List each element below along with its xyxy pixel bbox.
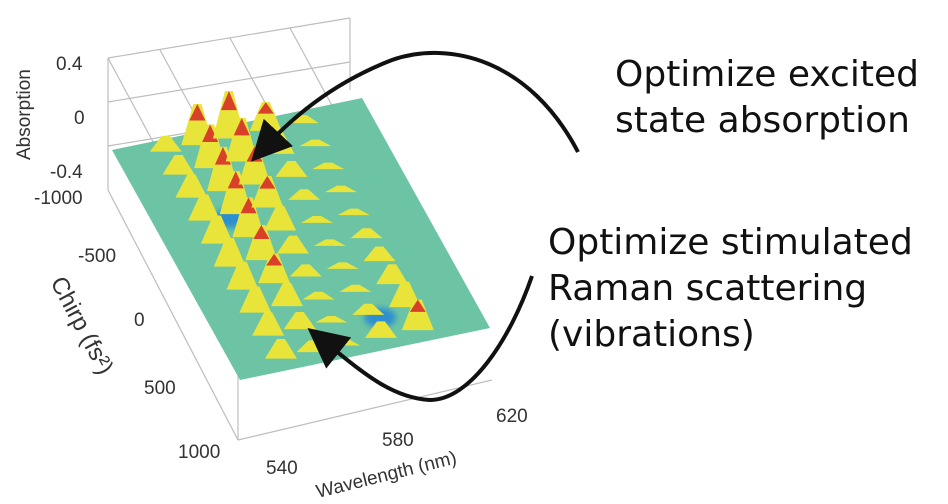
ridge-segment	[289, 264, 322, 277]
ridge-segment	[188, 194, 221, 221]
x-axis-label: Wavelength (nm)	[314, 448, 459, 503]
ridge-segment	[337, 208, 370, 216]
ridge-segment	[326, 262, 359, 269]
ridge-segment	[300, 216, 333, 223]
ridge-segment	[401, 299, 434, 331]
x-tick-label: 540	[266, 458, 298, 479]
y-axis-label: Chirp (fs²)	[45, 272, 119, 379]
ridge-segment	[283, 311, 316, 330]
ridge-segment	[252, 312, 285, 336]
ridge-segment	[352, 303, 385, 315]
ridge-segment	[325, 185, 358, 193]
ridge-segment	[299, 139, 332, 147]
ridge-segment	[302, 291, 335, 300]
annotation-excited-state: Optimize excited state absorption	[615, 54, 919, 141]
ridge-peak	[220, 91, 237, 111]
ridge-segment	[213, 238, 246, 267]
x-tick-label: 580	[382, 430, 414, 451]
x-tick-label: 620	[496, 406, 528, 427]
y-tick-label: 500	[144, 378, 176, 399]
ridge-segment	[286, 115, 319, 124]
ridge-peak	[233, 117, 250, 136]
arrow-excited	[251, 51, 580, 162]
z-tick-label: -0.4	[50, 162, 83, 183]
ridge-segment	[239, 286, 272, 313]
surface-plot	[112, 91, 490, 380]
z-axis: 0.4 0 -0.4	[50, 54, 85, 183]
ridge-peak	[240, 197, 257, 214]
surface-base	[112, 98, 490, 380]
y-tick-label: -1000	[34, 188, 83, 209]
ridge-segment	[175, 174, 208, 198]
ridge-peak	[257, 102, 274, 114]
ridge-segment	[276, 235, 309, 254]
ridge-peak	[189, 104, 206, 121]
arrow-raman	[307, 275, 534, 403]
x-axis: 540 580 620	[266, 406, 528, 479]
ridge-segment	[238, 146, 271, 185]
ridge-segment	[312, 162, 345, 170]
ridge-segment	[200, 215, 233, 244]
y-tick-label: 1000	[178, 442, 220, 463]
ridge-segment	[162, 154, 195, 175]
ridge-segment	[315, 316, 348, 323]
z-tick-label: 0	[74, 108, 85, 129]
ridge-segment	[232, 197, 265, 238]
ridge-segment	[270, 282, 303, 307]
ridge-segment	[313, 239, 346, 246]
ridge-segment	[251, 175, 284, 208]
y-tick-label: -500	[78, 246, 116, 267]
ridge-segment	[376, 264, 409, 285]
ridge-segment	[275, 160, 308, 177]
ridge-peak	[409, 299, 426, 312]
ridge-peak	[266, 253, 283, 266]
ridge-segment	[389, 281, 422, 308]
y-axis: -1000 -500 0 500 1000	[34, 188, 220, 463]
ridge-segment	[288, 189, 321, 200]
ridge-peak	[253, 225, 270, 240]
ridge-segment	[258, 253, 291, 284]
z-axis-label: Absorption	[14, 69, 35, 160]
ridge-segment	[264, 205, 297, 231]
ridge-segment	[364, 321, 397, 338]
y-tick-label: 0	[134, 310, 145, 331]
ridge-segment	[363, 246, 396, 262]
z-tick-label: 0.4	[56, 54, 83, 75]
ridge-segment	[245, 225, 278, 261]
ridge-segment	[226, 261, 259, 290]
ridge-segment	[350, 228, 383, 239]
ridge-segment	[339, 284, 372, 292]
ridge-segment	[149, 135, 182, 152]
ridge-segment	[264, 338, 297, 359]
ridge-peak	[259, 175, 276, 189]
annotation-raman: Optimize stimulated Raman scattering (vi…	[548, 222, 913, 355]
